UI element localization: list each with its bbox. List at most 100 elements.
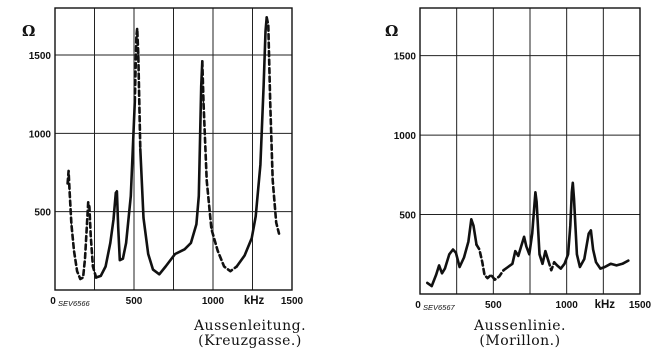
- data-point: [174, 253, 176, 255]
- y-tick-label: 1500: [394, 52, 417, 63]
- data-point: [621, 263, 624, 265]
- data-point: [251, 237, 253, 239]
- data-point: [483, 274, 486, 276]
- data-point: [137, 54, 139, 56]
- data-point: [67, 182, 69, 185]
- data-point: [202, 101, 205, 103]
- data-point: [116, 190, 118, 192]
- data-point: [563, 263, 566, 265]
- data-point: [544, 250, 547, 252]
- x-tick-label: 500: [126, 296, 143, 307]
- data-point: [520, 245, 522, 247]
- data-point: [278, 233, 280, 235]
- caption-right-title: Aussenlinie.: [474, 318, 566, 334]
- data-point: [198, 195, 200, 197]
- data-point: [481, 261, 483, 263]
- data-point: [195, 223, 198, 225]
- data-point: [217, 250, 219, 252]
- plot-frame: [419, 7, 641, 295]
- data-point: [569, 225, 571, 227]
- data-point: [130, 195, 132, 197]
- data-point: [533, 204, 536, 206]
- data-point: [490, 274, 492, 276]
- x-tick-label: 1500: [281, 296, 304, 307]
- data-point: [134, 101, 136, 103]
- data-point: [87, 201, 89, 203]
- data-point: [615, 264, 618, 266]
- data-point: [572, 182, 574, 184]
- data-point: [165, 265, 167, 268]
- data-point: [435, 274, 437, 276]
- data-point: [523, 236, 525, 238]
- data-point: [135, 35, 137, 37]
- data-point: [452, 248, 454, 251]
- data-point: [571, 191, 573, 193]
- data-point: [517, 255, 519, 257]
- data-point: [459, 266, 461, 268]
- caption-right-subtitle: (Morillon.): [479, 333, 561, 349]
- data-line-solid: [235, 16, 268, 268]
- data-point: [142, 217, 145, 219]
- data-line-solid: [139, 60, 204, 276]
- chart-kreuzgasse: 500 1000 1500 Ω 500 1000 1500 0 SEV6566 kHz: [22, 7, 304, 308]
- data-point: [272, 179, 274, 181]
- x-tick-label: 1000: [556, 300, 579, 311]
- data-point: [610, 263, 612, 265]
- data-point: [553, 261, 555, 263]
- data-point: [448, 253, 450, 255]
- data-point: [183, 248, 186, 250]
- y-tick-label: 500: [34, 208, 51, 219]
- data-point: [438, 264, 440, 266]
- data-point: [201, 60, 203, 62]
- data-line-dashed: [475, 243, 505, 281]
- data-point: [112, 218, 115, 221]
- data-point: [560, 267, 562, 270]
- data-point: [119, 259, 121, 261]
- data-point: [100, 275, 102, 277]
- data-point: [475, 244, 478, 246]
- data-point: [236, 265, 238, 268]
- data-point: [86, 229, 88, 232]
- data-point: [136, 27, 138, 29]
- data-point: [122, 258, 124, 260]
- data-point: [541, 263, 544, 265]
- y-tick-label: 1000: [394, 131, 417, 142]
- data-point: [117, 226, 119, 228]
- data-point: [531, 233, 533, 235]
- data-point: [470, 218, 472, 220]
- data-point: [73, 250, 75, 252]
- data-point: [269, 101, 271, 103]
- data-point: [255, 215, 257, 217]
- data-point: [583, 258, 585, 260]
- data-line-dashed: [66, 169, 98, 281]
- data-point: [556, 264, 558, 266]
- data-point: [200, 85, 202, 87]
- data-point: [536, 201, 538, 203]
- data-point: [152, 269, 154, 271]
- data-point: [82, 276, 84, 279]
- data-point: [538, 253, 541, 255]
- data-point: [494, 279, 496, 281]
- caption-left-subtitle: (Kreuzgasse.): [198, 333, 302, 349]
- plate-code: SEV6567: [423, 303, 456, 312]
- plate-code: SEV6566: [58, 299, 91, 308]
- data-point: [210, 228, 213, 230]
- data-point: [472, 225, 475, 227]
- data-point: [68, 189, 71, 191]
- x-tick-label-zero: 0: [50, 296, 56, 307]
- data-point: [125, 242, 127, 244]
- data-point: [576, 253, 578, 255]
- data-point: [104, 265, 107, 268]
- data-point: [244, 254, 246, 257]
- data-line-solid: [94, 100, 137, 279]
- data-point: [67, 170, 70, 172]
- data-point: [70, 223, 73, 225]
- data-point: [463, 256, 465, 259]
- data-line-solid: [426, 218, 478, 288]
- data-point: [92, 265, 94, 268]
- chart-morillon: 500 1000 1500 Ω 500 1000 1500 0 SEV6567 kHz: [385, 7, 652, 312]
- data-point: [455, 252, 457, 254]
- data-point: [264, 30, 267, 33]
- data-point: [528, 253, 530, 255]
